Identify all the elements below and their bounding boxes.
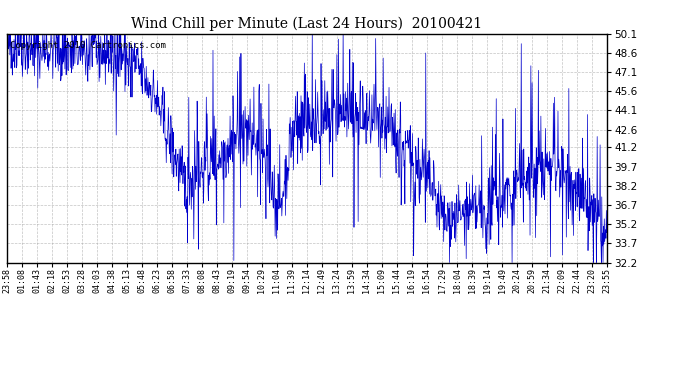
Text: Copyright 2010 Cartronics.com: Copyright 2010 Cartronics.com: [10, 40, 166, 50]
Title: Wind Chill per Minute (Last 24 Hours)  20100421: Wind Chill per Minute (Last 24 Hours) 20…: [132, 17, 482, 31]
